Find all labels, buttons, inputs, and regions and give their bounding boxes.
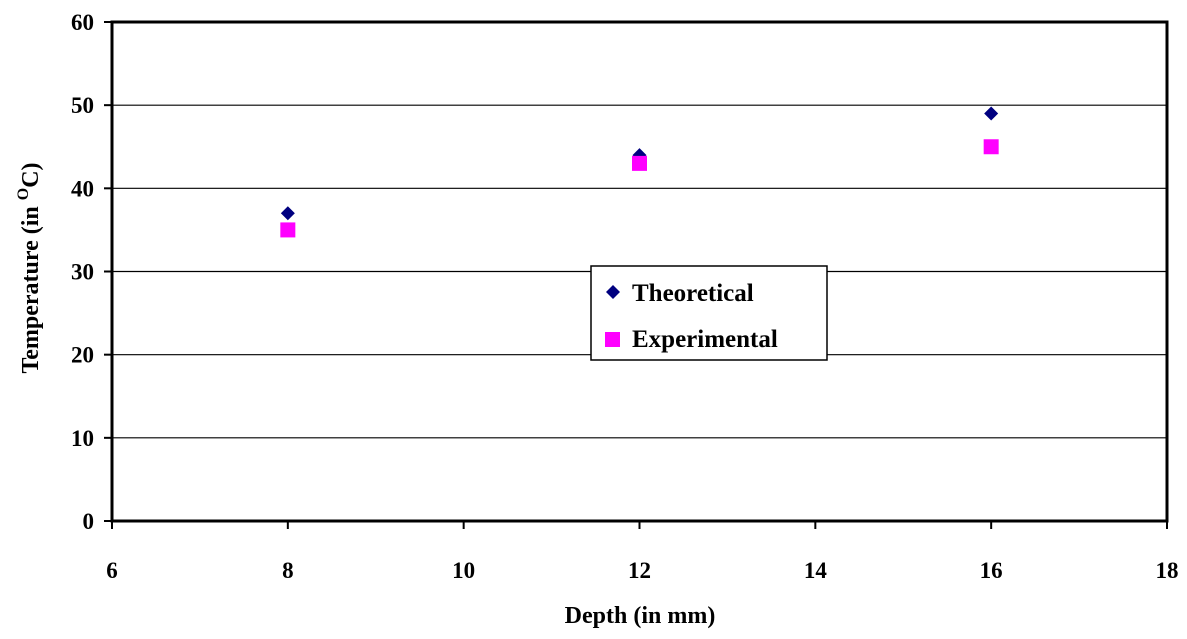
legend-marker-theoretical: [606, 285, 620, 299]
data-points: [280, 106, 999, 238]
x-axis-ticks: 6 8 10 12 14 16 18: [106, 521, 1179, 583]
x-tick-label: 16: [980, 558, 1003, 583]
point-experimental: [280, 222, 296, 238]
y-tick-label: 0: [83, 509, 95, 534]
legend-label-theoretical: Theoretical: [632, 280, 754, 307]
x-tick-label: 14: [804, 558, 828, 583]
y-tick-label: 50: [71, 93, 94, 118]
y-tick-label: 60: [71, 10, 94, 35]
y-tick-label: 30: [71, 260, 94, 285]
x-tick-label: 12: [628, 558, 651, 583]
y-axis-label-prefix: Temperature (in: [18, 200, 44, 373]
y-axis-label-superscript: O: [15, 188, 32, 200]
y-tick-label: 40: [71, 176, 94, 201]
x-axis-label: Depth (in mm): [565, 603, 716, 629]
legend: Theoretical Experimental: [590, 265, 828, 361]
x-tick-label: 18: [1156, 558, 1179, 583]
y-axis-label: Temperature (in OC): [15, 162, 44, 373]
x-tick-label: 8: [282, 558, 294, 583]
y-axis-label-suffix: C): [18, 162, 44, 187]
y-axis-ticks: 0 10 20 30 40 50 60: [71, 10, 112, 534]
y-tick-label: 10: [71, 426, 94, 451]
legend-marker-experimental: [605, 332, 620, 347]
x-tick-label: 10: [452, 558, 475, 583]
legend-label-experimental: Experimental: [632, 326, 778, 353]
y-tick-label: 20: [71, 343, 94, 368]
x-tick-label: 6: [106, 558, 118, 583]
point-theoretical: [280, 206, 295, 221]
point-experimental: [983, 139, 999, 155]
point-experimental: [632, 155, 647, 171]
point-theoretical: [984, 106, 999, 121]
legend-box: [590, 265, 828, 361]
